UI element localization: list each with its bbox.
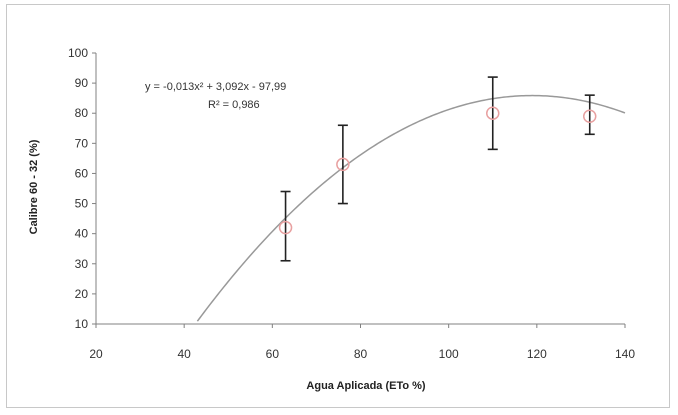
x-tick-label: 140 [615,347,635,361]
y-axis-label: Calibre 60 - 32 (%) [28,139,40,234]
y-tick-label: 30 [75,257,89,271]
trendline-equation: y = -0,013x² + 3,092x - 97,99 [145,81,286,93]
y-tick-label: 20 [75,287,89,301]
y-tick-label: 70 [75,136,89,150]
y-tick-label: 10 [75,317,89,331]
x-tick-label: 100 [439,347,459,361]
data-point [278,220,293,235]
data-point [336,157,350,172]
axes [92,52,626,328]
data-point [486,106,500,120]
x-tick-label: 80 [354,347,368,361]
y-tick-label: 40 [75,227,89,241]
x-tick-label: 40 [177,347,191,361]
y-tick-label: 50 [75,197,89,211]
y-tick-label: 90 [75,76,89,90]
trendline-curve [196,94,626,322]
x-tick-label: 60 [266,347,280,361]
data-point [582,109,597,123]
tick-labels: 10 20 30 40 50 60 70 80 90 100 20 40 60 80 100 120 140 [68,46,635,361]
x-tick-label: 20 [89,347,103,361]
x-axis-label: Agua Aplicada (ETo %) [306,380,426,392]
trendline-r2: R² = 0,986 [208,99,260,111]
y-tick-label: 80 [75,106,89,120]
y-tick-label: 60 [75,166,89,180]
trendline-group [196,94,626,322]
x-tick-label: 120 [527,347,547,361]
chart-frame [6,4,670,408]
data-points [278,76,597,262]
y-tick-label: 100 [68,46,88,60]
